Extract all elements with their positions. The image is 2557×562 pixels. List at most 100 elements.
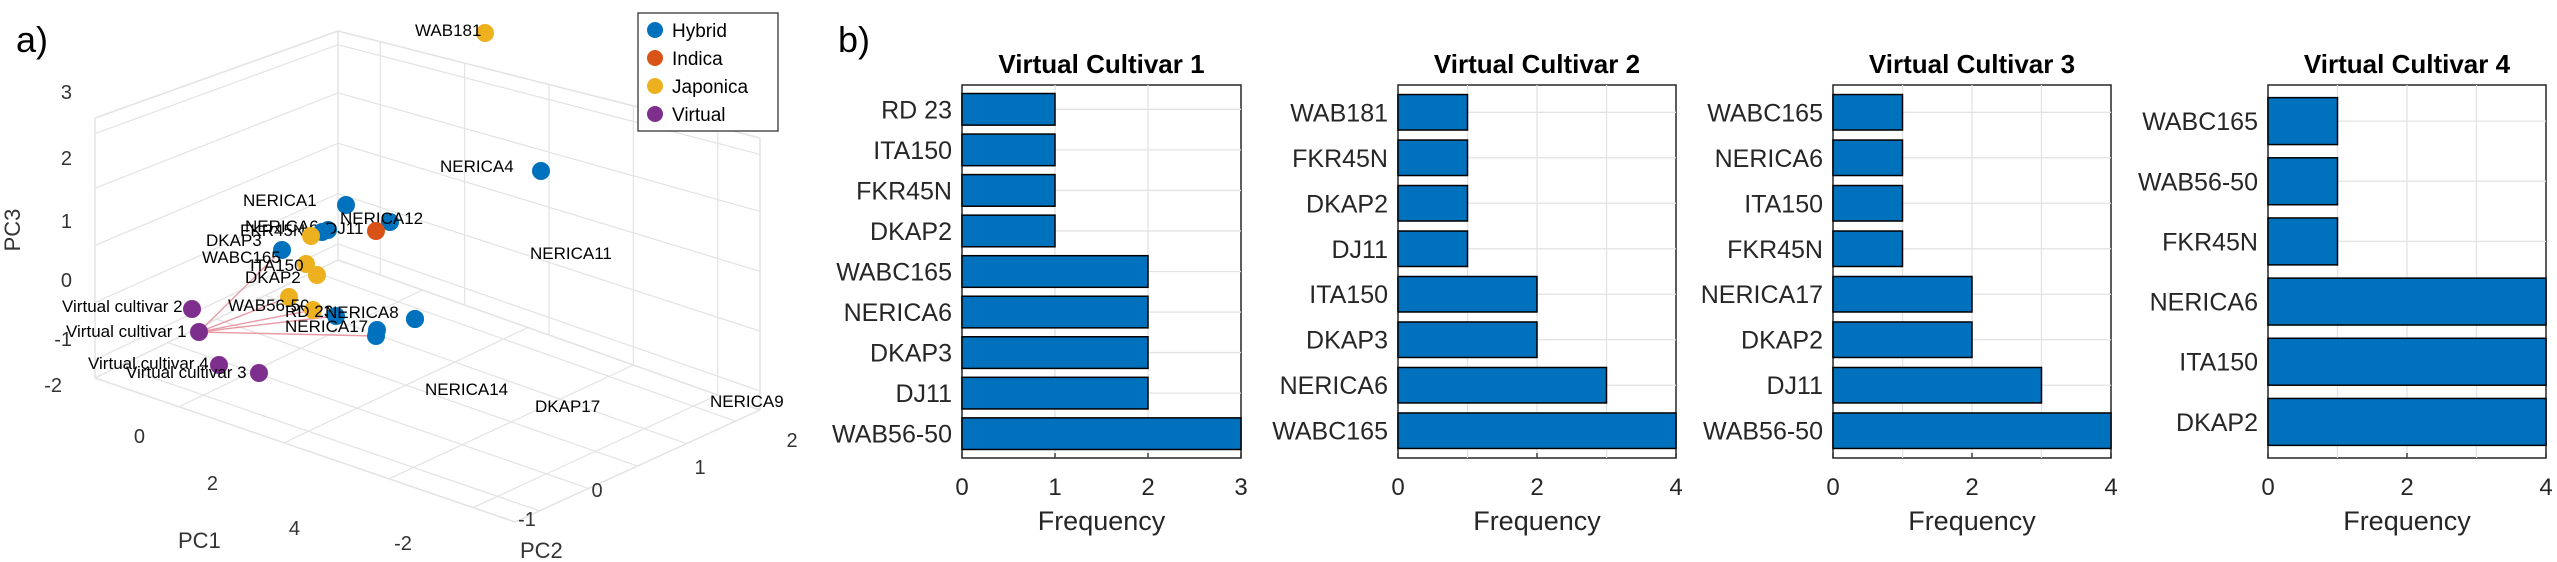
x-tick-label: 2: [2400, 474, 2413, 501]
point-japonica: [304, 301, 322, 319]
pc3-tick-label: 3: [61, 82, 72, 104]
bar: [2267, 217, 2339, 266]
point-label: DKAP2: [245, 268, 301, 287]
point-label: NERICA8: [325, 303, 399, 322]
legend-marker-hybrid: [647, 22, 663, 38]
x-tick-label: 2: [1141, 474, 1154, 501]
point-label: RD 23: [285, 302, 333, 321]
point-label: Virtual cultivar 2: [62, 297, 183, 316]
point-label: Virtual cultivar 1: [66, 322, 187, 341]
pca-3d-scatter: -1 0 1 2 3 -2 0 2 4 -2 -1 0 1 2 PC3 PC1 PC2 WAB181 NERICA4…: [0, 12, 798, 562]
x-axis-label: Frequency: [2343, 506, 2471, 536]
bar: [961, 92, 1056, 126]
point-hybrid: [327, 307, 345, 325]
bar: [961, 214, 1056, 248]
point-label: NERICA12: [340, 209, 423, 228]
point-hybrid: [337, 196, 355, 214]
bar: [961, 295, 1149, 329]
category-label: ITA150: [873, 137, 952, 165]
point-label: NERICA9: [710, 392, 784, 411]
category-label: ITA150: [1309, 281, 1388, 309]
point-hybrid: [381, 213, 399, 231]
pc2-tick-label: 1: [694, 457, 705, 479]
x-axis-label: Frequency: [1908, 506, 2036, 536]
point-label: DKAP3: [206, 231, 262, 250]
pc3-gridline: [94, 92, 761, 213]
category-label: WABC165: [1272, 418, 1388, 446]
pc1-tick-label: 4: [289, 518, 300, 540]
bar-chart-3: WABC165 NERICA6 ITA150 FKR45N NERICA17 DKAP2 D…: [1701, 49, 2118, 536]
bar: [2267, 397, 2547, 447]
virtual-link: [198, 249, 283, 333]
point-hybrid: [273, 241, 291, 259]
category-label: WABC165: [2142, 108, 2258, 136]
x-axis-label: Frequency: [1038, 506, 1166, 536]
point-hybrid: [368, 321, 386, 339]
virtual-link: [198, 309, 314, 333]
category-label: DKAP2: [870, 218, 952, 246]
x-tick-label: 0: [955, 474, 968, 501]
category-label: NERICA6: [844, 299, 952, 327]
bar: [1397, 275, 1538, 313]
category-label: DKAP2: [2176, 409, 2258, 437]
legend-label: Virtual: [672, 105, 726, 126]
bar: [1397, 321, 1538, 359]
pc3-gridline: [94, 243, 761, 392]
point-label: NERICA17: [285, 317, 368, 336]
pc3-gridline: [94, 192, 761, 332]
chart-title: Virtual Cultivar 2: [1434, 49, 1640, 79]
category-label: DKAP2: [1741, 327, 1823, 355]
panel-label-a: a): [16, 19, 48, 60]
bar: [1832, 184, 1904, 222]
point-japonica: [308, 266, 326, 284]
category-label: FKR45N: [856, 177, 952, 205]
pc1-tick-label: 2: [207, 473, 218, 495]
bar: [961, 336, 1149, 370]
bar: [2267, 277, 2547, 326]
point-label: NERICA4: [440, 157, 514, 176]
x-tick-label: 2: [1530, 474, 1543, 501]
point-label: NERICA14: [425, 380, 508, 399]
legend-label: Hybrid: [672, 21, 727, 42]
panel-label-b: b): [838, 19, 870, 60]
pc1-tick-label: 0: [134, 426, 145, 448]
x-tick-label: 0: [1391, 474, 1404, 501]
bar: [1832, 275, 1973, 313]
point-japonica: [476, 24, 494, 42]
x-tick-label: 2: [1965, 474, 1978, 501]
category-label: FKR45N: [2162, 228, 2258, 256]
bar: [1397, 366, 1608, 404]
pc3-tick-label: 0: [61, 270, 72, 292]
bar-chart-2: WAB181 FKR45N DKAP2 DJ11 ITA150 DKAP3 NERICA6 W…: [1272, 49, 1682, 536]
legend-marker-virtual: [647, 106, 663, 122]
floor-gridline: [167, 342, 589, 489]
category-label: DJ11: [895, 380, 952, 408]
category-label: NERICA6: [2150, 289, 2258, 317]
floor-gridline: [216, 318, 638, 467]
pc2-tick-label: -2: [394, 533, 412, 555]
bar-chart-1: RD 23 ITA150 FKR45N DKAP2 WABC165 NERICA6 DKAP…: [832, 49, 1248, 536]
x-tick-label: 4: [2104, 474, 2117, 501]
pc2-tick-label: -1: [518, 509, 536, 531]
bar-chart-4: WABC165 WAB56-50 FKR45N NERICA6 ITA150 DKAP2 0…: [2138, 49, 2553, 536]
pc2-axis-label: PC2: [520, 538, 563, 562]
point-hybrid: [532, 162, 550, 180]
category-label: NERICA6: [1715, 145, 1823, 173]
bar: [1397, 230, 1469, 268]
floor-gridline: [119, 365, 540, 512]
point-japonica: [302, 227, 320, 245]
pc2-tick-label: 0: [591, 480, 602, 502]
bar: [2267, 96, 2339, 146]
bar: [1832, 412, 2112, 450]
category-label: FKR45N: [1727, 236, 1823, 264]
pc3-axis-label: PC3: [0, 209, 25, 252]
pc3-tick-label: 1: [61, 211, 72, 233]
category-label: WAB181: [1290, 99, 1388, 127]
point-japonica: [280, 288, 298, 306]
category-label: WABC165: [836, 259, 952, 287]
bar: [1832, 230, 1904, 268]
chart-title: Virtual Cultivar 4: [2304, 49, 2511, 79]
bar-charts: RD 23 ITA150 FKR45N DKAP2 WABC165 NERICA6 DKAP…: [832, 49, 2553, 536]
pc1-axis-label: PC1: [178, 528, 221, 553]
point-label: WAB181: [415, 21, 481, 40]
